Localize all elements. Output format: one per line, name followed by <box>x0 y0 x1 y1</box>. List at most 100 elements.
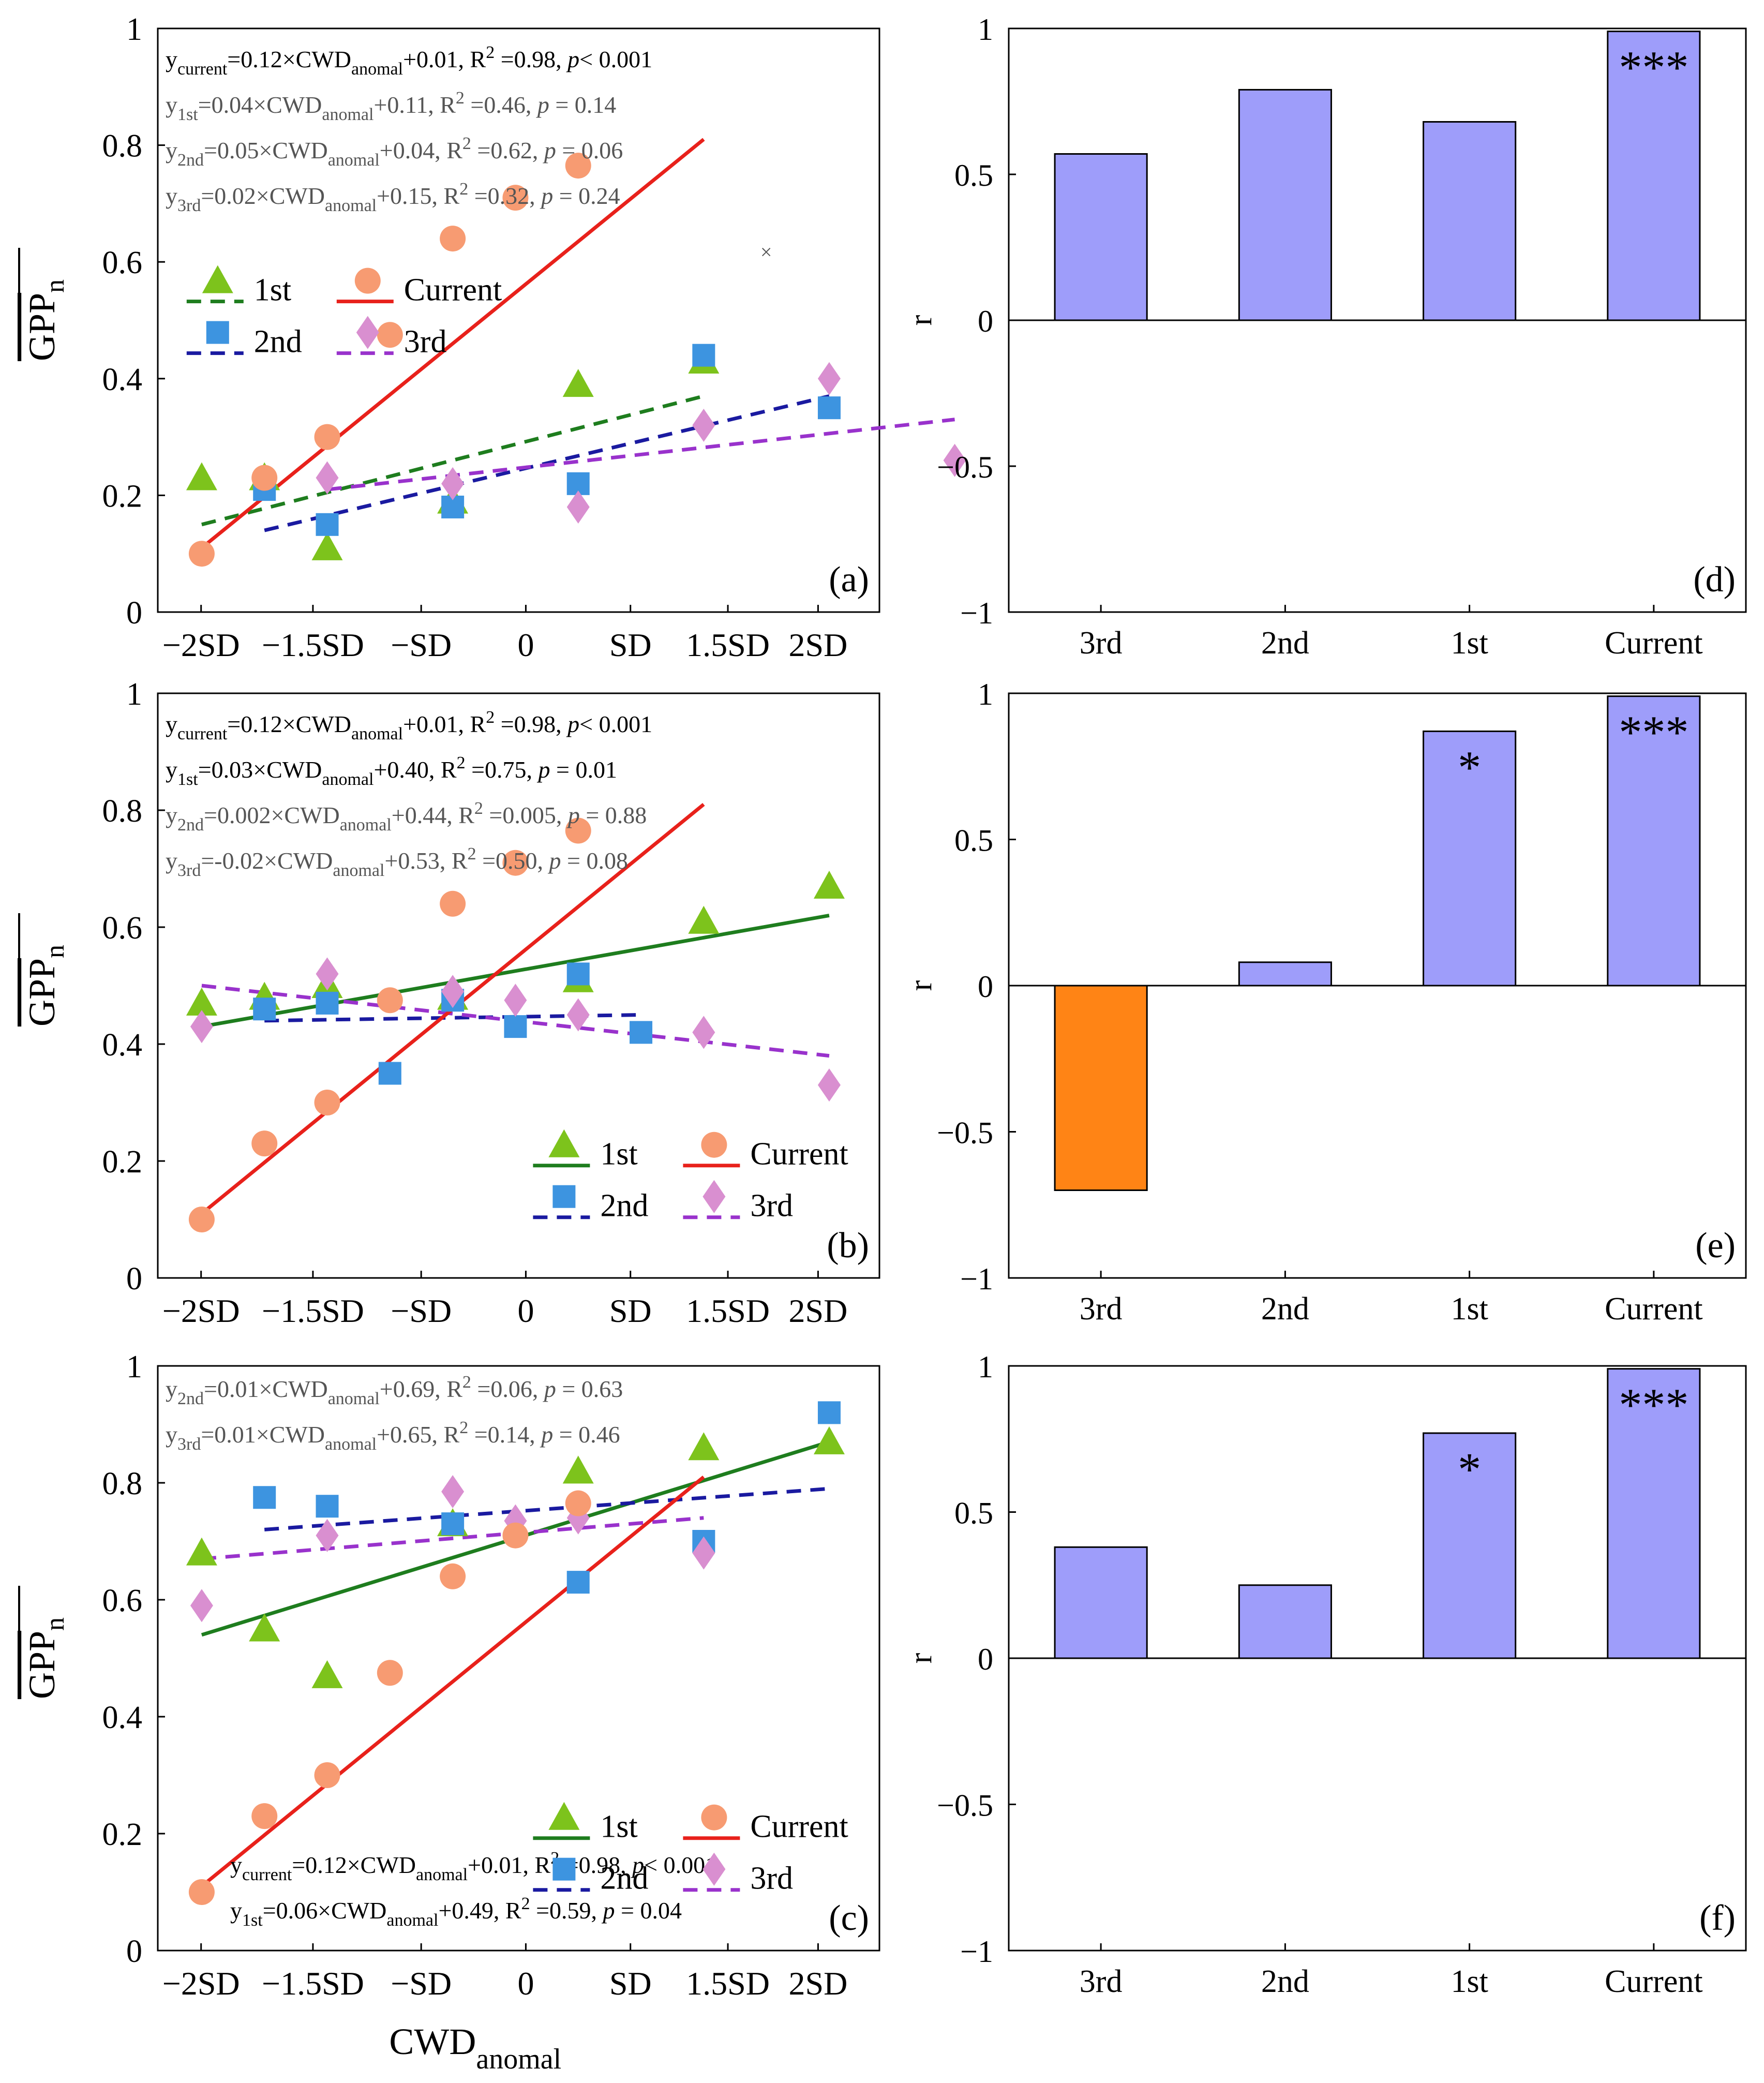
bar-1st <box>1423 1432 1517 1659</box>
y-axis-label-sub: n <box>40 279 70 293</box>
y-axis-label-main: GPP <box>21 958 63 1026</box>
eq-pval: = 0.14 <box>549 92 616 118</box>
y-tick-label: 0.5 <box>954 1496 993 1530</box>
legend-marker-current <box>701 1804 727 1831</box>
eq-sub2: anomal <box>340 815 392 835</box>
eq-sup: 2 <box>474 799 483 818</box>
x-tick-label: −2SD <box>162 1965 240 2002</box>
scatter-panel-2: 0 0.2 0.4 0.6 0.8 1 −2SD −1.5SD −SD 0 SD 1.5SD 2SD GP… <box>18 1349 880 2075</box>
point-3rd <box>441 467 465 500</box>
eq-p: p <box>566 46 579 72</box>
fit-line-current <box>200 138 705 549</box>
eq-sub2: anomal <box>351 59 403 79</box>
y-tick-label: −0.5 <box>937 1116 993 1150</box>
y-tick-label: 0.6 <box>102 911 143 946</box>
eq-sub: current <box>242 1865 292 1884</box>
point-2nd <box>253 1486 276 1509</box>
y-axis-label: r <box>903 980 938 991</box>
eq-sub2: anomal <box>328 1389 380 1408</box>
significance-mark: * <box>1458 742 1481 793</box>
point-2nd <box>253 998 276 1021</box>
x-tick-label: −SD <box>391 1965 452 2002</box>
bar-panel-4: −1 −0.5 0 0.5 1 r 3rd 2nd 1st * Current *** (e) <box>903 677 1747 1327</box>
significance-mark: *** <box>1619 707 1688 758</box>
point-2nd <box>441 1512 465 1536</box>
significance-mark: *** <box>1619 42 1688 94</box>
y-axis-label: r <box>903 315 938 325</box>
eq-pval: = 0.24 <box>553 183 620 209</box>
y-tick-label: 0.8 <box>102 129 143 164</box>
x-tick-label: 2nd <box>1261 1964 1309 1999</box>
point-3rd <box>566 998 590 1032</box>
point-1st <box>813 870 845 899</box>
fit-line-2nd <box>264 1486 830 1531</box>
point-current <box>188 541 215 567</box>
y-tick-label: 1 <box>978 1350 993 1384</box>
eq-y: y <box>166 46 177 72</box>
eq-sub: 2nd <box>177 815 204 835</box>
significance-mark: *** <box>1619 1380 1688 1431</box>
x-tick-label: 0 <box>517 1965 534 2002</box>
point-3rd <box>692 409 715 442</box>
y-tick-label: 0 <box>978 970 993 1004</box>
point-current <box>440 1563 466 1589</box>
y-tick-label: −1 <box>960 1935 993 1969</box>
legend-label: 1st <box>600 1809 637 1844</box>
plot-frame <box>157 692 880 1279</box>
legend-marker-current <box>354 267 381 294</box>
plot-frame <box>157 27 880 613</box>
point-current <box>251 1130 278 1157</box>
x-tick-label: 3rd <box>1080 1291 1123 1327</box>
eq-sub: 3rd <box>177 861 201 880</box>
scatter-panel-0: 0 0.2 0.4 0.6 0.8 1 −2SD −1.5SD −SD 0 SD 1.5SD 2SD GP… <box>18 12 966 663</box>
eq-body: =0.04×CWD <box>198 92 322 118</box>
eq-sub: current <box>177 724 228 743</box>
bar-1st <box>1423 121 1517 321</box>
legend-label: 2nd <box>600 1861 648 1896</box>
point-1st <box>813 1426 845 1454</box>
eq-rest: +0.53, R <box>384 847 467 874</box>
y-tick-label: 0.4 <box>102 1028 143 1063</box>
point-2nd <box>316 1495 339 1518</box>
y-tick-label: 0.4 <box>102 1700 143 1735</box>
x-tick-label: 2SD <box>789 1292 848 1329</box>
bar-current <box>1607 1368 1701 1659</box>
panel-label: (e) <box>1695 1226 1736 1266</box>
y-tick-label: −0.5 <box>937 1789 993 1823</box>
eq-body: =-0.02×CWD <box>201 847 333 874</box>
eq-sup: 2 <box>459 180 468 199</box>
eq-sub2: anomal <box>325 1435 377 1454</box>
y-tick-label: 0.2 <box>102 479 143 514</box>
point-3rd <box>817 362 841 395</box>
point-1st <box>186 1537 217 1566</box>
x-tick-label: Current <box>1605 626 1702 661</box>
point-current <box>502 185 529 211</box>
eq-p: p <box>543 137 556 163</box>
equation: ycurrent=0.12×CWDanomal+0.01, R2 =0.98, … <box>166 43 652 79</box>
y-tick-label: 0.6 <box>102 245 143 280</box>
point-current <box>502 1522 529 1549</box>
eq-tail: =0.14, <box>468 1421 541 1448</box>
eq-y: y <box>166 1376 177 1402</box>
bar-panel-5: −1 −0.5 0 0.5 1 r 3rd 2nd 1st * Current *** (f) <box>903 1350 1747 1999</box>
y-tick-label: 0 <box>126 596 142 631</box>
eq-p: p <box>566 711 579 737</box>
eq-pval: = 0.08 <box>561 847 628 874</box>
y-axis-label: GPPn <box>21 1617 70 1699</box>
eq-pval: = 0.01 <box>550 756 617 783</box>
legend-marker-3rd <box>702 1180 726 1213</box>
point-current <box>188 1879 215 1905</box>
eq-y: y <box>166 183 177 209</box>
bar-2nd <box>1238 1584 1332 1659</box>
point-3rd <box>943 443 966 477</box>
legend-label: Current <box>750 1809 848 1844</box>
eq-sub: 1st <box>177 105 198 124</box>
eq-sup: 2 <box>462 1373 471 1392</box>
eq-sub2: anomal <box>322 105 373 124</box>
y-axis-label: r <box>903 1653 938 1663</box>
point-3rd <box>190 1010 213 1044</box>
point-current <box>502 850 529 876</box>
legend-label: 2nd <box>254 324 302 360</box>
legend-marker-2nd <box>206 321 229 344</box>
point-current <box>565 1490 591 1516</box>
